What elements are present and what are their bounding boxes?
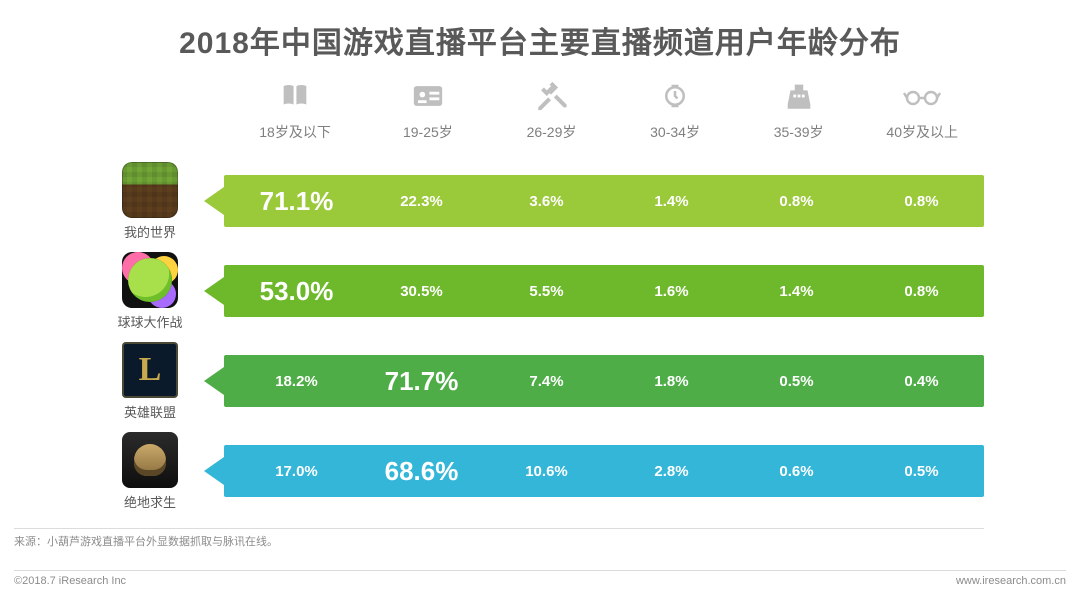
pct-cell: 1.6%: [609, 283, 734, 300]
age-label: 35-39岁: [737, 122, 861, 142]
arrow-tail: [204, 277, 224, 305]
hammer-icon: [490, 76, 614, 116]
id-card-icon: [366, 76, 490, 116]
game-name: 球球大作战: [96, 312, 204, 331]
pct-cell: 68.6%: [359, 456, 484, 487]
game-label-block: 绝地求生: [96, 432, 204, 511]
game-row: 球球大作战 53.0%30.5%5.5%1.6%1.4%0.8%: [0, 246, 1080, 336]
pct-cell: 1.4%: [734, 283, 859, 300]
age-label: 18岁及以下: [224, 122, 366, 142]
pct-cell: 1.8%: [609, 373, 734, 390]
pct-cell: 0.8%: [859, 193, 984, 210]
game-row: 绝地求生 17.0%68.6%10.6%2.8%0.6%0.5%: [0, 426, 1080, 516]
glasses-icon: [860, 76, 984, 116]
pct-cell: 10.6%: [484, 463, 609, 480]
pct-cell: 22.3%: [359, 193, 484, 210]
pct-cell: 30.5%: [359, 283, 484, 300]
pct-cell: 0.5%: [734, 373, 859, 390]
pct-cell: 71.1%: [234, 186, 359, 217]
cash-register-icon: [737, 76, 861, 116]
source-note: 来源：小葫芦游戏直播平台外显数据抓取与脉讯在线。: [14, 528, 984, 549]
pct-cell: 0.4%: [859, 373, 984, 390]
game-icon: [122, 252, 178, 308]
game-label-block: 球球大作战: [96, 252, 204, 331]
age-group-header: 18岁及以下 19-25岁 26-29岁 30-34岁 35-39岁: [0, 76, 1080, 142]
arrow-tail: [204, 367, 224, 395]
game-icon: L: [122, 342, 178, 398]
game-row: 我的世界71.1%22.3%3.6%1.4%0.8%0.8%: [0, 156, 1080, 246]
pct-cell: 17.0%: [234, 463, 359, 480]
pct-cell: 0.8%: [859, 283, 984, 300]
game-label-block: 我的世界: [96, 162, 204, 241]
pct-cell: 0.6%: [734, 463, 859, 480]
age-label: 26-29岁: [490, 122, 614, 142]
site-url: www.iresearch.com.cn: [956, 575, 1066, 587]
pct-cell: 53.0%: [234, 276, 359, 307]
copyright: ©2018.7 iResearch Inc: [14, 575, 126, 587]
game-icon: [122, 432, 178, 488]
game-name: 我的世界: [96, 222, 204, 241]
game-label-block: L 英雄联盟: [96, 342, 204, 421]
pct-cell: 71.7%: [359, 366, 484, 397]
data-bar: 17.0%68.6%10.6%2.8%0.6%0.5%: [224, 445, 984, 497]
data-bar: 71.1%22.3%3.6%1.4%0.8%0.8%: [224, 175, 984, 227]
game-icon: [122, 162, 178, 218]
data-bar: 53.0%30.5%5.5%1.6%1.4%0.8%: [224, 265, 984, 317]
game-name: 绝地求生: [96, 492, 204, 511]
pct-cell: 5.5%: [484, 283, 609, 300]
game-name: 英雄联盟: [96, 402, 204, 421]
pct-cell: 2.8%: [609, 463, 734, 480]
pct-cell: 3.6%: [484, 193, 609, 210]
pct-cell: 1.4%: [609, 193, 734, 210]
books-icon: [224, 76, 366, 116]
data-bar: 18.2%71.7%7.4%1.8%0.5%0.4%: [224, 355, 984, 407]
game-row: L 英雄联盟 18.2%71.7%7.4%1.8%0.5%0.4%: [0, 336, 1080, 426]
age-label: 19-25岁: [366, 122, 490, 142]
pct-cell: 7.4%: [484, 373, 609, 390]
pct-cell: 0.8%: [734, 193, 859, 210]
arrow-tail: [204, 187, 224, 215]
footer: ©2018.7 iResearch Inc www.iresearch.com.…: [14, 570, 1066, 587]
page-title: 2018年中国游戏直播平台主要直播频道用户年龄分布: [0, 18, 1080, 62]
pct-cell: 18.2%: [234, 373, 359, 390]
age-label: 30-34岁: [613, 122, 737, 142]
pct-cell: 0.5%: [859, 463, 984, 480]
age-label: 40岁及以上: [860, 122, 984, 142]
arrow-tail: [204, 457, 224, 485]
watch-icon: [613, 76, 737, 116]
